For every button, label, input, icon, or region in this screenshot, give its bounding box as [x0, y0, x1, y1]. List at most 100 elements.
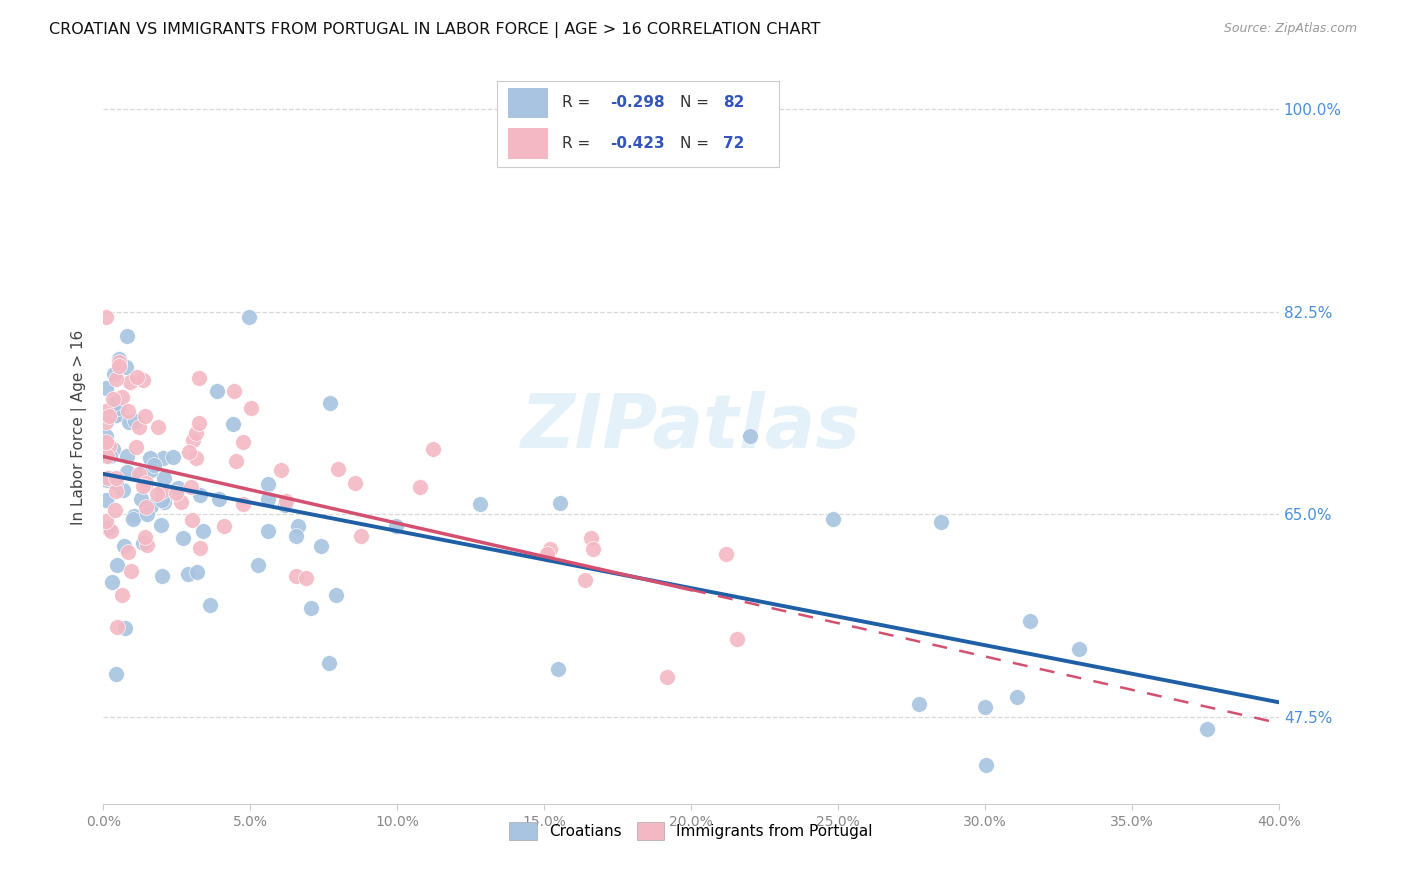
- Point: [177, 567, 200, 582]
- Point: [94, 493, 117, 508]
- Point: [162, 450, 184, 465]
- Point: [97, 471, 120, 485]
- Point: [120, 564, 142, 578]
- Point: [350, 529, 373, 543]
- Point: [117, 545, 139, 559]
- Point: [139, 451, 162, 466]
- Point: [422, 442, 444, 457]
- Point: [94, 435, 117, 450]
- Point: [129, 491, 152, 506]
- Point: [108, 359, 131, 374]
- Point: [574, 573, 596, 587]
- Point: [1019, 614, 1042, 628]
- Point: [115, 449, 138, 463]
- Point: [309, 540, 332, 554]
- Point: [538, 542, 561, 557]
- Point: [150, 518, 173, 533]
- Point: [186, 425, 208, 440]
- Point: [98, 449, 121, 463]
- Point: [270, 463, 292, 477]
- Point: [1069, 642, 1091, 657]
- Point: [655, 670, 678, 684]
- Point: [186, 566, 208, 580]
- Point: [103, 408, 125, 422]
- Point: [738, 429, 761, 443]
- Point: [931, 516, 953, 530]
- Point: [114, 359, 136, 374]
- Point: [232, 497, 254, 511]
- Point: [146, 419, 169, 434]
- Point: [547, 662, 569, 676]
- Point: [180, 480, 202, 494]
- Point: [105, 408, 128, 422]
- Point: [111, 390, 134, 404]
- Point: [105, 475, 128, 489]
- Point: [94, 310, 117, 325]
- Point: [134, 531, 156, 545]
- Point: [96, 449, 118, 463]
- Point: [112, 540, 135, 554]
- Point: [135, 475, 157, 490]
- Point: [98, 471, 121, 485]
- Point: [101, 442, 124, 456]
- Point: [222, 384, 245, 398]
- Point: [172, 531, 194, 545]
- Point: [124, 413, 146, 427]
- Point: [152, 451, 174, 466]
- Point: [188, 541, 211, 555]
- Point: [115, 465, 138, 479]
- Point: [974, 757, 997, 772]
- Point: [240, 401, 263, 415]
- Point: [103, 367, 125, 381]
- Point: [225, 454, 247, 468]
- Point: [165, 485, 187, 500]
- Point: [122, 508, 145, 523]
- Point: [188, 488, 211, 502]
- Point: [104, 503, 127, 517]
- Point: [232, 434, 254, 449]
- Point: [581, 531, 603, 545]
- Point: [187, 416, 209, 430]
- Point: [247, 558, 270, 572]
- Point: [97, 409, 120, 423]
- Point: [284, 529, 307, 543]
- Point: [716, 547, 738, 561]
- Point: [285, 569, 308, 583]
- Point: [973, 699, 995, 714]
- Point: [96, 429, 118, 443]
- Text: ZIPatlas: ZIPatlas: [522, 391, 860, 464]
- Point: [385, 519, 408, 533]
- Point: [107, 401, 129, 415]
- Point: [257, 491, 280, 506]
- Point: [136, 538, 159, 552]
- Point: [188, 371, 211, 385]
- Point: [134, 409, 156, 423]
- Point: [198, 599, 221, 613]
- Point: [94, 440, 117, 454]
- Point: [100, 524, 122, 538]
- Point: [96, 473, 118, 487]
- Point: [136, 508, 159, 522]
- Point: [207, 384, 229, 398]
- Point: [131, 535, 153, 549]
- Point: [104, 396, 127, 410]
- Point: [295, 571, 318, 585]
- Point: [222, 417, 245, 431]
- Point: [143, 458, 166, 472]
- Point: [319, 395, 342, 409]
- Point: [177, 445, 200, 459]
- Point: [100, 575, 122, 590]
- Point: [135, 500, 157, 515]
- Point: [344, 475, 367, 490]
- Point: [97, 521, 120, 535]
- Point: [101, 392, 124, 407]
- Point: [125, 440, 148, 454]
- Point: [150, 493, 173, 508]
- Point: [152, 471, 174, 485]
- Point: [105, 620, 128, 634]
- Text: Source: ZipAtlas.com: Source: ZipAtlas.com: [1223, 22, 1357, 36]
- Point: [821, 512, 844, 526]
- Point: [274, 494, 297, 508]
- Point: [328, 462, 350, 476]
- Point: [117, 404, 139, 418]
